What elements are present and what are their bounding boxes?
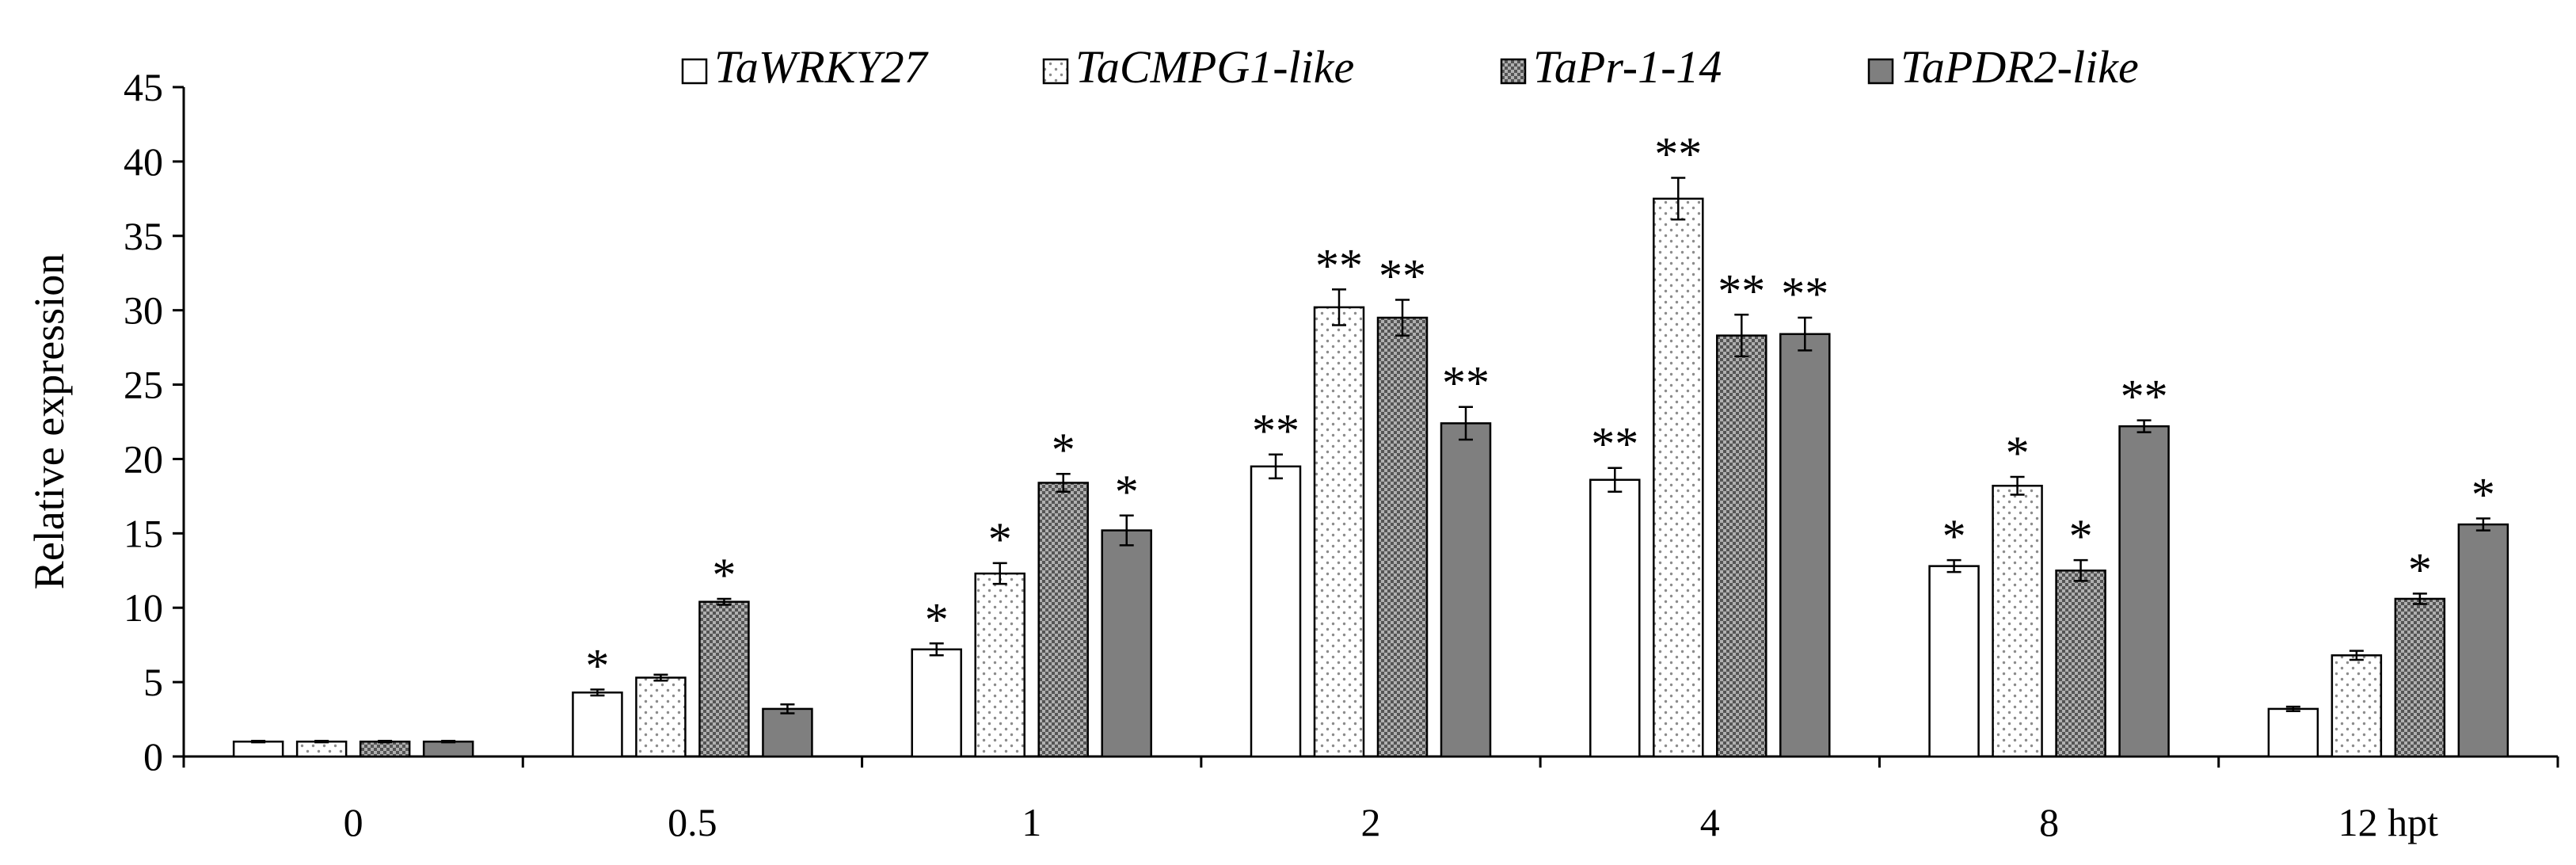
legend-swatch xyxy=(1867,58,1894,85)
y-tick-label: 5 xyxy=(143,660,163,704)
significance-mark: * xyxy=(2408,543,2432,596)
y-tick-label: 15 xyxy=(124,511,163,555)
bar xyxy=(1440,422,1492,758)
y-axis-label: Relative expression xyxy=(25,253,73,589)
bar xyxy=(1653,197,1704,758)
legend-label: TaCMPG1-like xyxy=(1075,41,1354,93)
legend-label: TaWRKY27 xyxy=(714,41,929,93)
significance-mark: * xyxy=(925,593,949,646)
bar xyxy=(1992,484,2043,758)
significance-mark: ** xyxy=(2121,371,2168,423)
legend-swatch xyxy=(1500,58,1527,85)
significance-mark: * xyxy=(585,640,609,692)
x-tick-label: 0 xyxy=(344,800,363,844)
significance-mark: * xyxy=(2069,510,2093,562)
significance-mark: * xyxy=(1942,510,1966,562)
x-tick-label: 4 xyxy=(1700,800,1720,844)
significance-mark: * xyxy=(988,513,1012,566)
x-tick-label: 0.5 xyxy=(668,800,717,844)
y-tick-label: 25 xyxy=(124,363,163,407)
legend-label: TaPDR2-like xyxy=(1901,41,2139,93)
bar xyxy=(295,740,348,758)
bar xyxy=(911,648,962,758)
significance-mark: ** xyxy=(1315,239,1363,292)
significance-mark: * xyxy=(2006,427,2030,479)
significance-mark: ** xyxy=(1591,418,1638,471)
y-tick-label: 10 xyxy=(124,585,163,630)
bar xyxy=(572,692,623,758)
bar xyxy=(1779,333,1831,758)
x-tick-label: 8 xyxy=(2039,800,2059,844)
bar xyxy=(974,572,1025,758)
bar xyxy=(1313,306,1365,758)
bar xyxy=(1716,334,1767,758)
y-tick-label: 35 xyxy=(124,214,163,258)
y-tick-label: 40 xyxy=(124,139,163,184)
significance-mark: * xyxy=(1052,424,1075,476)
y-tick-label: 20 xyxy=(124,436,163,481)
significance-mark: ** xyxy=(1781,268,1828,320)
bar xyxy=(635,676,687,758)
legend-swatch xyxy=(681,58,708,85)
y-tick-label: 45 xyxy=(124,65,163,109)
legend-label: TaPr-1-14 xyxy=(1533,41,1722,93)
significance-mark: * xyxy=(1115,466,1139,518)
significance-mark: ** xyxy=(1718,265,1765,317)
bar xyxy=(2457,523,2509,758)
bar xyxy=(422,740,474,758)
legend: TaWRKY27 TaCMPG1-like TaPr-1-14 TaPDR2-like xyxy=(681,41,2139,93)
bar xyxy=(1589,478,1641,758)
bar xyxy=(359,740,411,758)
significance-mark: ** xyxy=(1442,357,1490,410)
error-bars xyxy=(251,177,2490,744)
significance-mark: ** xyxy=(1379,250,1426,303)
bar xyxy=(698,600,750,758)
significance-mark: * xyxy=(712,549,736,601)
significance-mark: * xyxy=(2471,469,2495,521)
bar xyxy=(2267,707,2319,758)
bar xyxy=(1101,529,1152,758)
significance-labels: ********** ********** ********* xyxy=(585,128,2494,692)
x-tick-label: 1 xyxy=(1022,800,1041,844)
bar xyxy=(2055,570,2106,758)
significance-mark: ** xyxy=(1252,405,1299,457)
bar xyxy=(1376,316,1429,758)
y-ticks: 0 5 10 15 20 25 30 35 40 45 xyxy=(124,65,184,779)
bar xyxy=(2331,654,2383,758)
y-tick-label: 0 xyxy=(143,734,163,779)
bar xyxy=(2118,425,2170,758)
bar xyxy=(1928,565,1980,758)
bar xyxy=(232,740,284,758)
legend-swatch xyxy=(1042,58,1069,85)
bar xyxy=(1250,465,1302,758)
bar xyxy=(1037,482,1089,758)
bar xyxy=(762,707,813,758)
significance-mark: ** xyxy=(1654,128,1702,181)
x-tick-labels: 0 0.5 1 2 4 8 12 hpt xyxy=(344,800,2439,844)
x-ticks xyxy=(182,756,2559,768)
bar xyxy=(2394,597,2446,758)
y-tick-label: 30 xyxy=(124,288,163,333)
x-tick-label: 12 hpt xyxy=(2338,800,2439,844)
x-tick-label: 2 xyxy=(1361,800,1381,844)
bars xyxy=(232,197,2509,758)
